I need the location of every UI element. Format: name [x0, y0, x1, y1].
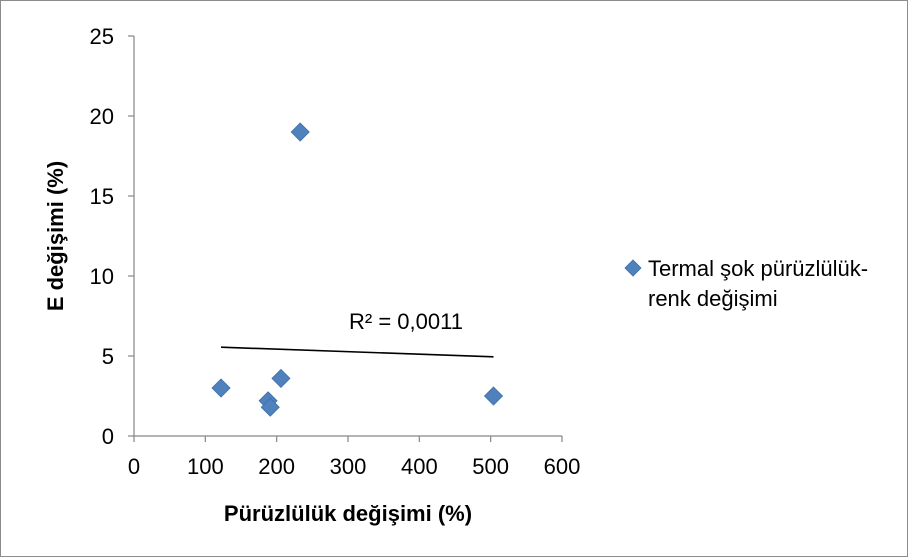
- trendline-group: R² = 0,0011: [220, 309, 494, 358]
- legend-marker-diamond-icon: [624, 259, 642, 277]
- legend-label-line2: renk değişimi: [648, 286, 778, 311]
- x-tick-label: 100: [187, 454, 224, 479]
- y-tick-label: 0: [102, 424, 114, 449]
- x-axis-ticks: 0 100 200 300 400 500 600: [128, 436, 580, 479]
- axes: [133, 36, 562, 437]
- x-tick-label: 500: [472, 454, 509, 479]
- x-tick-label: 300: [330, 454, 367, 479]
- legend: Termal şok pürüzlülük- renk değişimi: [624, 256, 868, 311]
- y-tick-label: 25: [90, 24, 114, 49]
- y-tick-label: 10: [90, 264, 114, 289]
- x-axis-title: Pürüzlülük değişimi (%): [224, 501, 472, 526]
- data-point: [260, 397, 280, 417]
- y-axis-title: E değişimi (%): [43, 161, 68, 311]
- x-tick-label: 200: [258, 454, 295, 479]
- data-point: [483, 386, 504, 406]
- y-tick-label: 20: [90, 104, 114, 129]
- x-tick-label: 600: [544, 454, 581, 479]
- y-tick-label: 15: [90, 184, 114, 209]
- data-point: [290, 122, 310, 142]
- data-point: [211, 378, 231, 398]
- trendline: [220, 346, 494, 358]
- data-point: [271, 368, 291, 388]
- legend-label-line1: Termal şok pürüzlülük-: [648, 256, 868, 281]
- x-tick-label: 400: [401, 454, 438, 479]
- data-points: [211, 122, 504, 417]
- y-tick-label: 5: [102, 344, 114, 369]
- r-squared-annotation: R² = 0,0011: [349, 309, 463, 334]
- y-axis-ticks: 0 5 10 15 20 25: [90, 24, 134, 449]
- x-tick-label: 0: [128, 454, 140, 479]
